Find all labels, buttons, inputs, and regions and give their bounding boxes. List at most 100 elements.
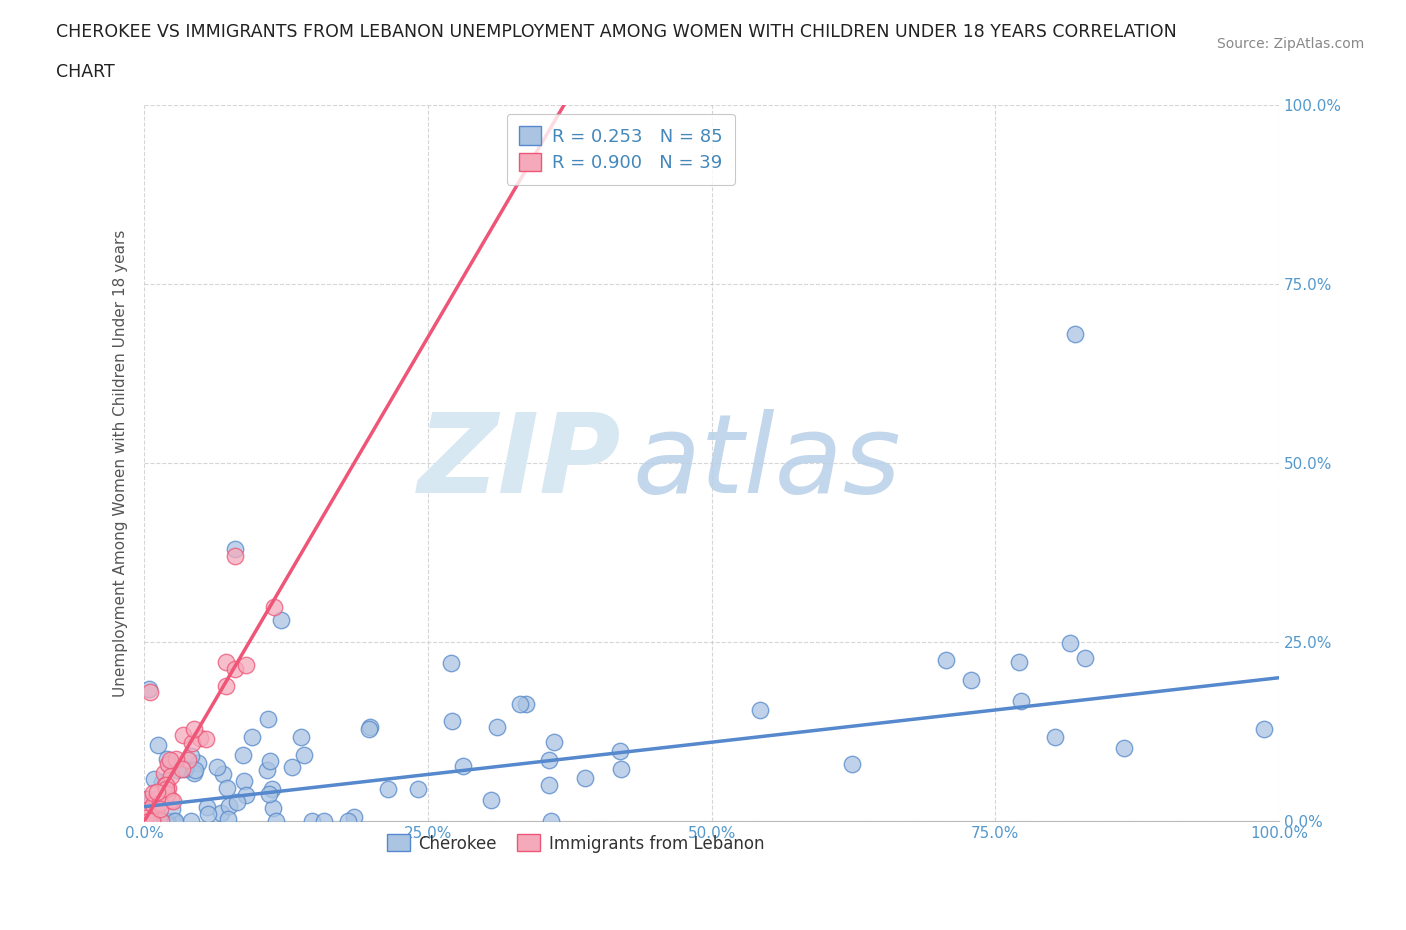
Point xyxy=(160,802,183,817)
Point xyxy=(262,801,284,816)
Point xyxy=(440,656,463,671)
Point xyxy=(1010,694,1032,709)
Point xyxy=(155,781,177,796)
Point xyxy=(609,743,631,758)
Point xyxy=(153,765,176,780)
Point xyxy=(188,730,211,745)
Point xyxy=(301,814,323,829)
Point xyxy=(146,814,169,829)
Point xyxy=(148,737,170,752)
Point xyxy=(215,655,238,670)
Point xyxy=(157,780,180,795)
Point xyxy=(509,697,531,711)
Point xyxy=(159,759,181,774)
Point xyxy=(292,748,315,763)
Point xyxy=(257,787,280,802)
Point xyxy=(135,803,157,817)
Point xyxy=(184,763,207,777)
Point xyxy=(149,802,172,817)
Point xyxy=(177,752,200,767)
Point xyxy=(195,799,218,814)
Point xyxy=(153,814,176,829)
Point xyxy=(195,731,218,746)
Point xyxy=(1059,635,1081,650)
Point xyxy=(540,814,562,829)
Point xyxy=(142,785,165,800)
Point xyxy=(156,814,179,829)
Point xyxy=(142,798,165,813)
Point xyxy=(187,755,209,770)
Point xyxy=(343,810,366,825)
Point xyxy=(232,748,254,763)
Point xyxy=(215,679,238,694)
Point xyxy=(217,780,239,795)
Point xyxy=(183,765,205,780)
Point xyxy=(149,813,172,828)
Point xyxy=(174,762,197,777)
Point xyxy=(264,814,287,829)
Point xyxy=(226,794,249,809)
Point xyxy=(212,766,235,781)
Point xyxy=(139,684,162,699)
Point xyxy=(574,770,596,785)
Point xyxy=(224,541,246,556)
Point xyxy=(1253,722,1275,737)
Point xyxy=(163,814,186,829)
Point xyxy=(257,711,280,726)
Point xyxy=(224,549,246,564)
Point xyxy=(139,794,162,809)
Point xyxy=(209,805,232,820)
Text: atlas: atlas xyxy=(633,409,901,516)
Point xyxy=(240,730,263,745)
Point xyxy=(259,753,281,768)
Point xyxy=(142,772,165,787)
Point xyxy=(156,787,179,802)
Point xyxy=(749,702,772,717)
Point xyxy=(138,681,160,696)
Point xyxy=(150,774,173,789)
Point xyxy=(180,736,202,751)
Point xyxy=(159,752,181,767)
Point xyxy=(218,799,240,814)
Point xyxy=(960,672,983,687)
Point xyxy=(233,773,256,788)
Point xyxy=(263,600,285,615)
Y-axis label: Unemployment Among Women with Children Under 18 years: Unemployment Among Women with Children U… xyxy=(114,229,128,697)
Point xyxy=(159,792,181,807)
Text: CHEROKEE VS IMMIGRANTS FROM LEBANON UNEMPLOYMENT AMONG WOMEN WITH CHILDREN UNDER: CHEROKEE VS IMMIGRANTS FROM LEBANON UNEM… xyxy=(56,23,1177,41)
Point xyxy=(156,756,179,771)
Point xyxy=(183,722,205,737)
Point xyxy=(197,806,219,821)
Legend: Cherokee, Immigrants from Lebanon: Cherokee, Immigrants from Lebanon xyxy=(380,828,770,859)
Point xyxy=(180,749,202,764)
Point xyxy=(406,782,429,797)
Point xyxy=(359,722,381,737)
Point xyxy=(146,785,169,800)
Point xyxy=(235,658,257,672)
Point xyxy=(336,814,359,829)
Point xyxy=(160,760,183,775)
Point xyxy=(1073,650,1095,665)
Point xyxy=(486,720,509,735)
Point xyxy=(1112,740,1135,755)
Point xyxy=(163,814,186,829)
Point xyxy=(935,652,957,667)
Point xyxy=(153,777,176,792)
Point xyxy=(141,814,163,829)
Point xyxy=(1063,326,1085,341)
Point xyxy=(359,719,381,734)
Text: CHART: CHART xyxy=(56,63,115,81)
Point xyxy=(156,751,179,766)
Point xyxy=(149,796,172,811)
Point xyxy=(515,697,537,711)
Point xyxy=(162,793,184,808)
Point xyxy=(538,752,561,767)
Point xyxy=(143,801,166,816)
Point xyxy=(481,792,503,807)
Point xyxy=(165,751,187,766)
Point xyxy=(224,662,246,677)
Point xyxy=(451,759,474,774)
Point xyxy=(377,782,399,797)
Point xyxy=(290,729,312,744)
Point xyxy=(1043,729,1066,744)
